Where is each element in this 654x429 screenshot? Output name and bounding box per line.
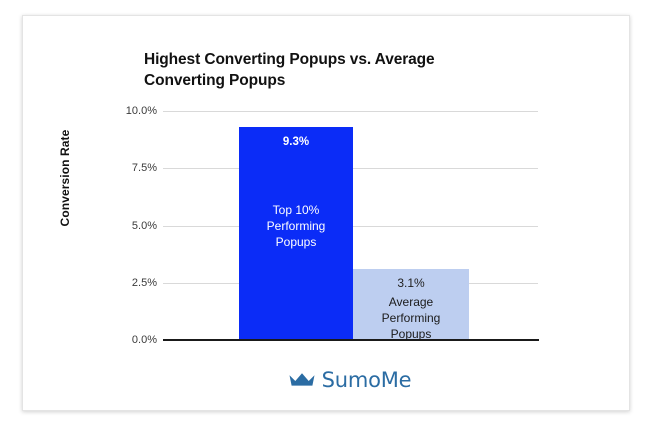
logo-text: SumoMe bbox=[321, 368, 412, 392]
y-tick-2-5: 2.5% bbox=[131, 276, 157, 289]
bar-caption-average-performing: Average Performing Popups bbox=[381, 295, 441, 341]
bar-average-performing[interactable]: 3.1% Average Performing Popups bbox=[353, 269, 469, 341]
y-tick-10: 10.0% bbox=[125, 105, 157, 117]
y-tick-0: 0.0% bbox=[131, 334, 157, 346]
bar-top-performing[interactable]: 9.3% Top 10% Performing Popups bbox=[239, 127, 353, 340]
chart-title: Highest Converting Popups vs. Average Co… bbox=[144, 51, 435, 89]
bar-value-average-performing: 3.1% bbox=[397, 276, 425, 290]
y-axis-tick-labels: 10.0% 7.5% 5.0% 2.5% 0.0% bbox=[97, 105, 157, 346]
chart-card: Highest Converting Popups vs. Average Co… bbox=[22, 15, 630, 411]
x-axis-baseline bbox=[163, 339, 539, 341]
sumome-logo: SumoMe bbox=[23, 368, 654, 392]
y-axis-title: Conversion Rate bbox=[58, 129, 72, 227]
gridline-10 bbox=[163, 111, 538, 112]
y-tick-5: 5.0% bbox=[131, 219, 157, 232]
y-tick-7-5: 7.5% bbox=[131, 162, 157, 175]
bar-value-top-performing: 9.3% bbox=[282, 136, 310, 148]
bar-caption-top-performing: Top 10% Performing Popups bbox=[266, 203, 326, 249]
plot-area: 9.3% Top 10% Performing Popups 3.1% Aver… bbox=[163, 111, 538, 341]
crown-icon bbox=[289, 373, 315, 386]
